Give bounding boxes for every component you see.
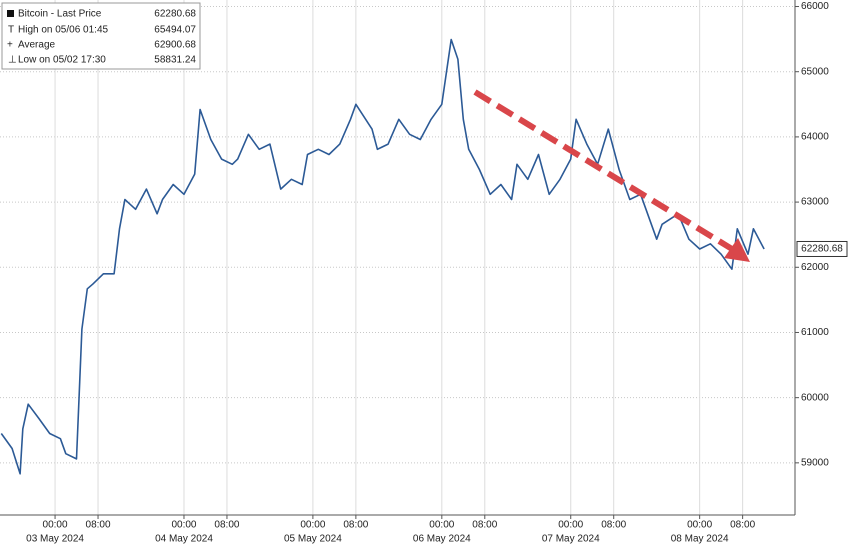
x-tick-label: 00:00	[43, 520, 68, 531]
x-date-label: 08 May 2024	[671, 534, 729, 544]
y-tick-label: 62000	[801, 262, 829, 273]
x-tick-label: 00:00	[687, 520, 712, 531]
x-tick-label: 00:00	[300, 520, 325, 531]
x-date-label: 06 May 2024	[413, 534, 471, 544]
x-tick-label: 08:00	[472, 520, 497, 531]
legend-label: Average	[18, 40, 56, 51]
y-tick-label: 66000	[801, 1, 829, 12]
trend-arrow	[473, 89, 750, 262]
x-tick-label: 08:00	[86, 520, 111, 531]
x-tick-label: 08:00	[730, 520, 755, 531]
legend-box	[1, 2, 201, 70]
legend-label: Low on 05/02 17:30	[18, 55, 106, 66]
legend: Bitcoin - Last Price 62280.68 T High on …	[1, 2, 201, 70]
price-line	[0, 38, 765, 475]
legend-icon: T	[8, 25, 14, 36]
last-price-tag: 62280.68	[796, 240, 848, 257]
x-date-label: 07 May 2024	[542, 534, 600, 544]
legend-icon	[7, 10, 14, 17]
y-tick-label: 64000	[801, 132, 829, 143]
plot	[0, 38, 765, 475]
arrow-head	[724, 238, 750, 262]
x-tick-label: 00:00	[171, 520, 196, 531]
x-tick-label: 08:00	[343, 520, 368, 531]
x-tick-label: 00:00	[429, 520, 454, 531]
axes: 59000 60000 61000 62000 63000 64000 65000 66000…	[26, 1, 829, 544]
legend-value: 62280.68	[154, 9, 196, 20]
legend-icon: +	[7, 40, 13, 51]
legend-label: Bitcoin - Last Price	[18, 9, 102, 20]
legend-value: 62900.68	[154, 40, 196, 51]
x-date-label: 05 May 2024	[284, 534, 342, 544]
y-tick-label: 61000	[801, 327, 829, 338]
x-tick-label: 00:00	[558, 520, 583, 531]
y-tick-label: 59000	[801, 457, 829, 468]
x-date-label: 03 May 2024	[26, 534, 84, 544]
x-tick-label: 08:00	[214, 520, 239, 531]
legend-icon: ⊥	[8, 55, 17, 66]
y-tick-label: 60000	[801, 392, 829, 403]
y-tick-label: 65000	[801, 66, 829, 77]
legend-label: High on 05/06 01:45	[18, 25, 109, 36]
arrow-shaft	[473, 89, 734, 252]
y-tick-label: 63000	[801, 197, 829, 208]
price-tag-label: 62280.68	[801, 244, 843, 255]
legend-value: 65494.07	[154, 25, 196, 36]
legend-value: 58831.24	[154, 55, 196, 66]
x-tick-label: 08:00	[601, 520, 626, 531]
x-date-label: 04 May 2024	[155, 534, 213, 544]
price-tag-box	[796, 240, 848, 257]
